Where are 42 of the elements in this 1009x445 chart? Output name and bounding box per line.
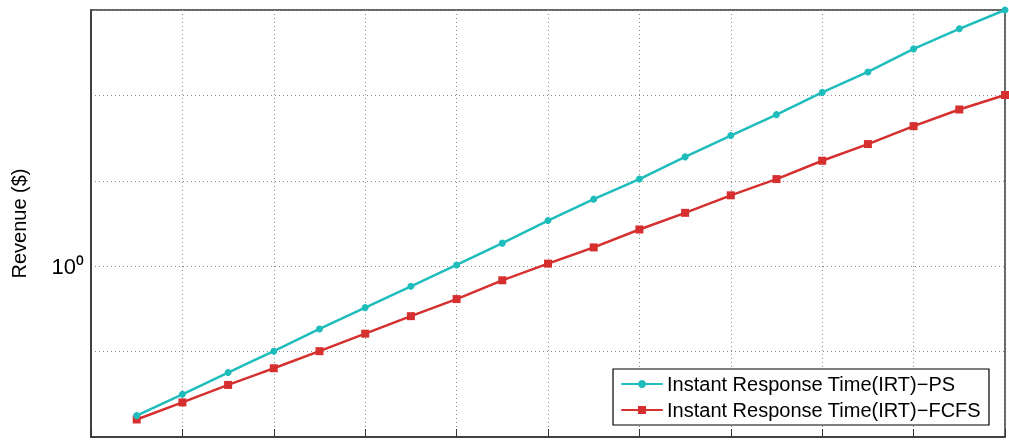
point [498, 239, 506, 247]
point [315, 347, 324, 356]
point [133, 412, 141, 420]
point [635, 175, 643, 183]
point [544, 259, 552, 268]
point [864, 68, 872, 76]
point [726, 191, 735, 200]
point [818, 156, 827, 165]
point [178, 390, 186, 398]
point [316, 325, 323, 333]
point [681, 208, 690, 217]
point [589, 243, 598, 252]
point [452, 295, 461, 304]
point [910, 45, 918, 53]
legend-label: Instant Response Time(IRT)−FCFS [667, 399, 981, 421]
point [681, 153, 689, 161]
point [498, 276, 507, 285]
point [863, 140, 872, 149]
point [224, 369, 232, 377]
point [727, 132, 735, 140]
point [361, 329, 370, 338]
point [361, 304, 369, 312]
point [270, 347, 278, 355]
point [955, 105, 964, 114]
point [772, 175, 781, 184]
point [590, 195, 598, 203]
point [407, 282, 415, 290]
text: 10⁰ [51, 253, 84, 279]
point [224, 380, 233, 389]
point [955, 25, 963, 33]
point [178, 398, 187, 407]
point [269, 364, 278, 373]
point [635, 225, 644, 234]
point [406, 312, 415, 321]
point [818, 88, 826, 96]
point [453, 261, 461, 269]
y-axis-title: Revenue ($) [8, 168, 30, 279]
point [1001, 90, 1009, 99]
point [544, 217, 552, 225]
point [773, 111, 780, 119]
legend-label: Instant Response Time(IRT)−PS [667, 373, 956, 395]
point [909, 122, 918, 131]
